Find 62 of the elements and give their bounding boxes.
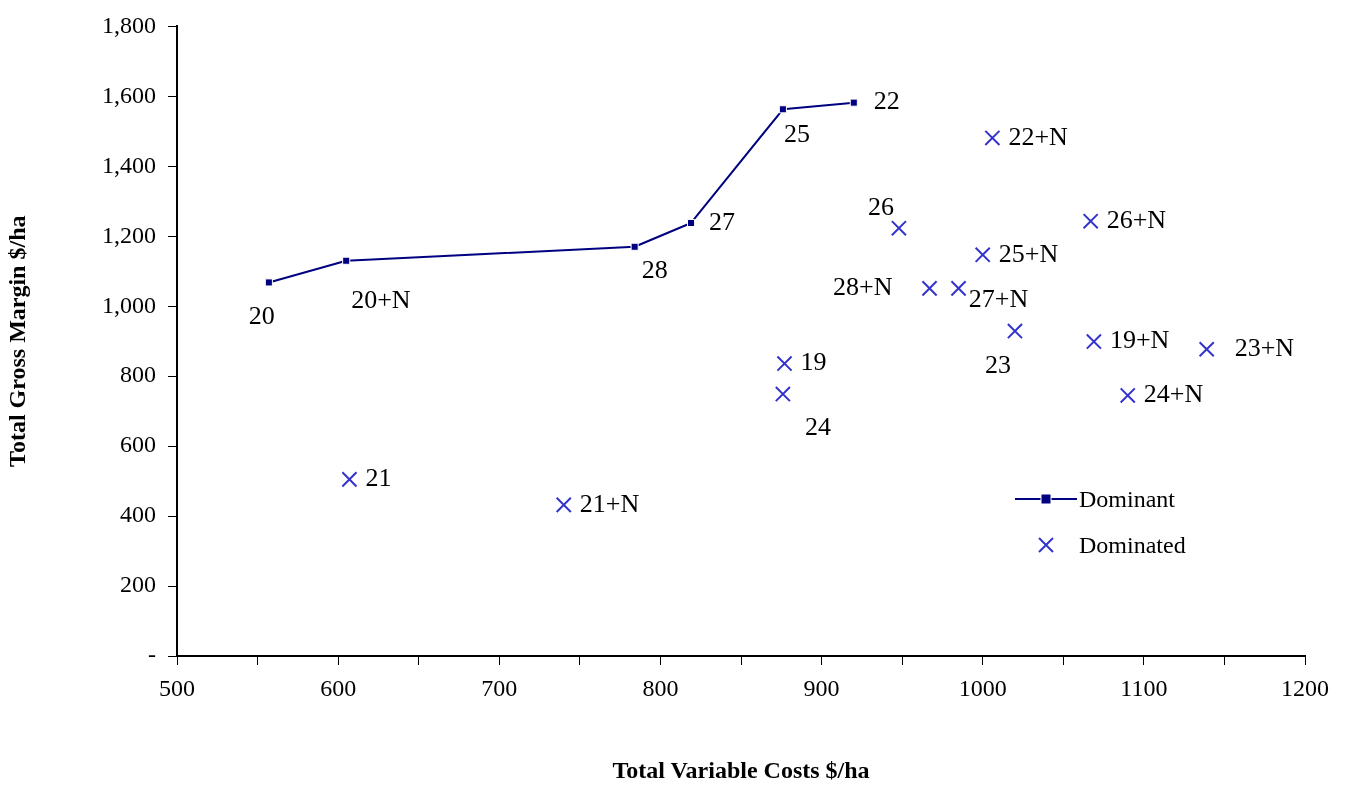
x-tick-label: 700 <box>481 674 518 701</box>
y-axis-title: Total Gross Margin $/ha <box>3 215 30 467</box>
y-tick-label: 200 <box>120 571 156 598</box>
y-tick-label: 800 <box>120 361 156 388</box>
point <box>1085 333 1102 350</box>
point <box>264 278 273 287</box>
x-tick-label: 900 <box>803 674 840 701</box>
point <box>849 98 858 107</box>
x-tick-label: 600 <box>320 674 357 701</box>
y-tick-label: 1,000 <box>102 291 156 318</box>
annotation: 20 <box>248 301 275 331</box>
y-tick-label: 400 <box>120 501 156 528</box>
x-tick-label: 1100 <box>1120 674 1168 701</box>
x-axis-title: Total Variable Costs $/ha <box>612 756 870 783</box>
x-tick-label: 1000 <box>958 674 1007 701</box>
y-tick-label: 1,600 <box>102 81 156 108</box>
annotation: 24 <box>804 411 831 441</box>
annotation: 25 <box>783 119 810 149</box>
point <box>342 256 351 265</box>
point <box>1082 213 1099 230</box>
annotation: 28+N <box>833 272 893 302</box>
x-tick-label: 500 <box>159 674 195 701</box>
y-tick-label: - <box>148 641 156 668</box>
point <box>687 218 696 228</box>
point <box>630 242 639 251</box>
annotation: 25+N <box>998 238 1059 268</box>
point <box>341 471 358 488</box>
annotation: 19 <box>800 347 827 377</box>
annotation: 23 <box>984 349 1011 379</box>
point <box>921 280 938 297</box>
point <box>1119 387 1136 404</box>
y-tick-label: 1,400 <box>102 151 156 178</box>
annotation: 28 <box>641 254 668 284</box>
point <box>974 246 991 263</box>
annotation: 27 <box>709 206 736 236</box>
y-tick-label: 1,800 <box>102 11 156 38</box>
y-tick-label: 600 <box>120 431 156 458</box>
annotation: 22+N <box>1008 121 1069 151</box>
point <box>774 385 791 403</box>
x-tick-label: 1200 <box>1281 674 1329 701</box>
point <box>950 280 967 297</box>
annotation: 26 <box>867 192 894 222</box>
y-tick-label: 1,200 <box>102 221 156 248</box>
annotation: 21+N <box>579 488 640 518</box>
point <box>1198 341 1215 358</box>
point <box>890 220 907 237</box>
x-tick-label: 800 <box>642 674 679 701</box>
annotation: 27+N <box>968 284 1029 314</box>
point <box>984 129 1001 147</box>
point <box>776 355 793 372</box>
annotation: 19+N <box>1109 325 1170 355</box>
legend-label: Dominant <box>1079 485 1175 513</box>
annotation: 20+N <box>351 284 411 314</box>
legend-label: Dominated <box>1079 531 1186 559</box>
annotation: 24+N <box>1143 379 1204 409</box>
point <box>778 105 787 114</box>
annotation: 22 <box>873 86 900 116</box>
annotation: 26+N <box>1106 205 1167 235</box>
annotation: 21 <box>365 463 392 493</box>
point <box>1006 322 1024 340</box>
annotation: 23+N <box>1234 333 1295 363</box>
point <box>555 496 572 513</box>
